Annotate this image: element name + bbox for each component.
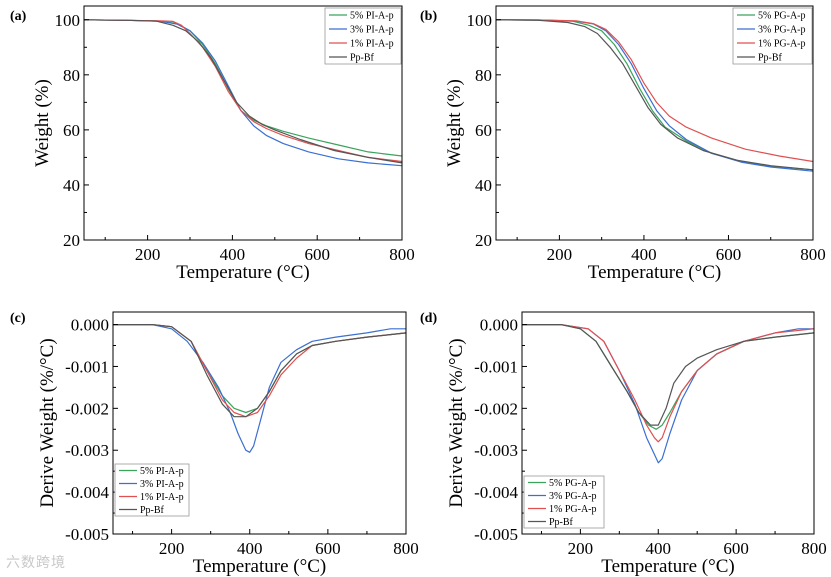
x-tick-label: 400	[631, 245, 657, 264]
series-line-d-3	[522, 324, 815, 443]
panel-label-b: (b)	[420, 9, 437, 24]
y-tick-label: 100	[467, 11, 493, 30]
y-tick-label: 40	[63, 176, 80, 195]
series-line-c-3	[113, 324, 407, 418]
legend-d: 5% PG-A-p 3% PG-A-p 1% PG-A-p Pp-Bf	[523, 475, 605, 529]
legend-box-a	[324, 7, 402, 65]
y-tick-label: -0.003	[65, 441, 109, 460]
series-line-d-1	[522, 324, 815, 430]
panel-label-c: (c)	[10, 311, 26, 326]
y-tick-label: 80	[63, 66, 80, 85]
y-tick-label: 20	[63, 231, 80, 250]
x-tick-label: 800	[389, 245, 415, 264]
y-tick-label: -0.004	[474, 483, 518, 502]
y-tick-label: -0.002	[474, 399, 518, 418]
x-tick-label: 200	[135, 245, 161, 264]
y-tick-label: -0.005	[65, 525, 109, 544]
series-line-d-4	[522, 324, 815, 426]
y-tick-label: -0.002	[65, 399, 109, 418]
series-line-a-4	[83, 19, 403, 164]
y-axis-title-d: Derive Weight (%/°C)	[446, 338, 467, 507]
x-axis-title-d: Temperature (°C)	[601, 556, 734, 577]
plot-frame-c	[112, 311, 407, 535]
legend-c: 5% PI-A-p 3% PI-A-p 1% PI-A-p Pp-Bf	[114, 463, 190, 517]
watermark: 六数跨境	[6, 555, 66, 571]
series-line-d-2	[522, 324, 814, 464]
legend-label-d-2: 3% PG-A-p	[549, 491, 597, 502]
legend-label-a-1: 5% PI-A-p	[350, 11, 394, 22]
x-tick-label: 800	[800, 245, 826, 264]
y-tick-label: 40	[475, 176, 492, 195]
series-line-c-4	[113, 324, 407, 418]
legend-label-a-4: Pp-Bf	[350, 53, 375, 64]
legend-label-b-2: 3% PG-A-p	[758, 25, 806, 36]
legend-label-b-1: 5% PG-A-p	[758, 11, 806, 22]
y-axis-title-b: Weight (%)	[444, 79, 465, 167]
chart-panel-d: 200 400 600 800 0.000 -0.001 -0.002 -0.003 -0.00…	[420, 311, 827, 577]
legend-box-b	[732, 7, 813, 65]
legend-label-c-1: 5% PI-A-p	[140, 466, 184, 477]
panel-label-a: (a)	[10, 9, 27, 24]
series-line-b-3	[495, 19, 814, 163]
y-tick-label: 0.000	[480, 316, 518, 335]
x-tick-label: 200	[159, 539, 185, 558]
y-tick-label: -0.005	[474, 525, 518, 544]
x-tick-label: 400	[646, 539, 672, 558]
chart-panel-c: 200 400 600 800 0.000 -0.001 -0.002 -0.003 -0.00…	[10, 311, 419, 577]
y-tick-label: 80	[475, 66, 492, 85]
x-tick-label: 200	[547, 245, 573, 264]
legend-label-a-2: 3% PI-A-p	[350, 25, 394, 36]
x-tick-label: 600	[304, 245, 330, 264]
y-tick-label: -0.004	[65, 483, 109, 502]
x-tick-label: 400	[237, 539, 263, 558]
y-tick-label: 20	[475, 231, 492, 250]
legend-label-d-1: 5% PG-A-p	[549, 478, 597, 489]
legend-a: 5% PI-A-p 3% PI-A-p 1% PI-A-p Pp-Bf	[324, 7, 402, 65]
y-tick-label: 60	[63, 121, 80, 140]
panel-label-d: (d)	[420, 311, 437, 326]
x-axis-title-b: Temperature (°C)	[588, 262, 721, 283]
y-axis-title-a: Weight (%)	[32, 79, 53, 167]
x-tick-label: 600	[315, 539, 341, 558]
x-tick-label: 600	[716, 245, 742, 264]
chart-panel-b: 200 400 600 800 20 40 60 80 100 Temperature (°C) W…	[420, 5, 826, 283]
y-tick-label: -0.001	[65, 357, 109, 376]
x-tick-label: 600	[723, 539, 749, 558]
plot-frame-b	[495, 5, 814, 241]
legend-box-d	[523, 475, 605, 529]
legend-label-d-3: 1% PG-A-p	[549, 504, 597, 515]
x-tick-label: 400	[220, 245, 246, 264]
legend-b: 5% PG-A-p 3% PG-A-p 1% PG-A-p Pp-Bf	[732, 7, 813, 65]
plot-frame-a	[83, 5, 403, 241]
x-tick-label: 800	[801, 539, 827, 558]
x-tick-label: 200	[568, 539, 594, 558]
x-tick-label: 800	[393, 539, 419, 558]
legend-label-b-3: 1% PG-A-p	[758, 39, 806, 50]
x-axis-title-c: Temperature (°C)	[193, 556, 326, 577]
legend-label-b-4: Pp-Bf	[758, 53, 783, 64]
chart-panel-a: 200 400 600 800 20 40 60 80 100 Temperature (°C) W…	[10, 5, 415, 283]
y-tick-label: 0.000	[71, 316, 109, 335]
legend-label-c-2: 3% PI-A-p	[140, 479, 184, 490]
series-line-b-4	[495, 19, 814, 171]
y-tick-label: 100	[55, 11, 81, 30]
series-line-c-2	[113, 324, 406, 453]
y-axis-title-c: Derive Weight (%/°C)	[37, 338, 58, 507]
legend-label-c-3: 1% PI-A-p	[140, 492, 184, 503]
legend-box-c	[114, 463, 190, 517]
plot-frame-d	[521, 311, 815, 535]
y-tick-label: -0.003	[474, 441, 518, 460]
legend-label-a-3: 1% PI-A-p	[350, 39, 394, 50]
y-tick-label: 60	[475, 121, 492, 140]
legend-label-c-4: Pp-Bf	[140, 505, 165, 516]
legend-label-d-4: Pp-Bf	[549, 517, 574, 528]
y-tick-label: -0.001	[474, 357, 518, 376]
x-axis-title-a: Temperature (°C)	[176, 262, 309, 283]
